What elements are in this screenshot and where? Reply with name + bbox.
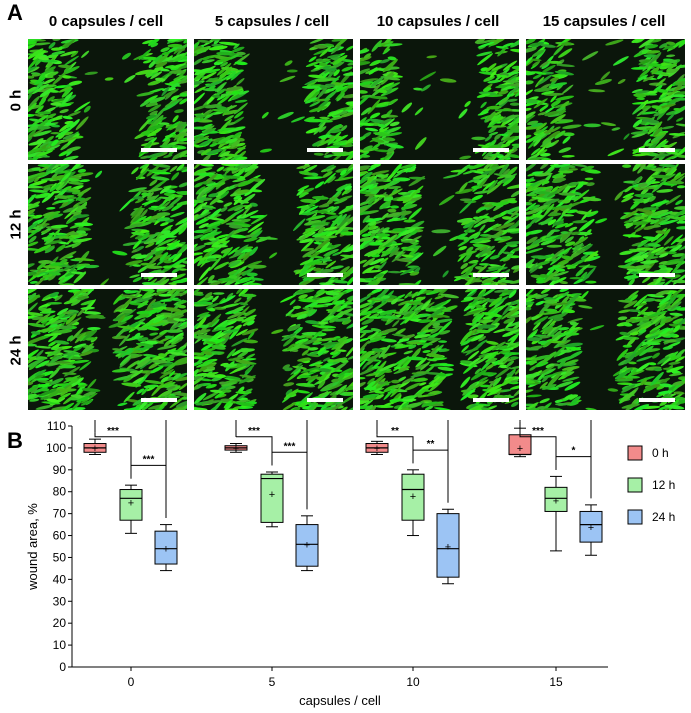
legend-swatch — [627, 509, 643, 525]
x-tick-label: 0 — [128, 675, 135, 689]
scale-bar — [307, 398, 343, 402]
panel-a-label: A — [7, 0, 23, 25]
scale-bar — [307, 148, 343, 152]
micrograph-tile — [360, 39, 519, 160]
mean-marker: + — [233, 443, 239, 455]
row-label-12h: 12 h — [7, 209, 25, 240]
column-title-15: 15 capsules / cell — [542, 13, 666, 30]
mean-marker: + — [269, 489, 275, 501]
legend-label: 0 h — [652, 446, 669, 460]
y-tick-label: 80 — [53, 485, 67, 499]
scale-bar — [639, 398, 675, 402]
micrograph-tile — [194, 39, 353, 160]
scale-bar — [473, 398, 509, 402]
box — [401, 473, 425, 521]
mean-marker: + — [304, 539, 310, 551]
y-tick-label: 70 — [53, 507, 67, 521]
significance-bracket — [235, 436, 273, 466]
mean-marker: + — [163, 544, 169, 556]
significance-bracket — [412, 449, 449, 503]
mean-marker: + — [92, 443, 98, 455]
significance-label: *** — [284, 441, 296, 452]
mean-marker: + — [374, 443, 380, 455]
x-tick-label: 5 — [269, 675, 276, 689]
column-title-0: 0 capsules / cell — [48, 13, 164, 30]
significance-bracket — [555, 456, 592, 499]
box — [154, 530, 178, 565]
significance-label: *** — [107, 426, 119, 437]
scale-bar — [141, 148, 177, 152]
legend-swatch — [627, 477, 643, 493]
y-axis-label: wound area, % — [25, 503, 40, 591]
x-axis-label: capsules / cell — [299, 693, 381, 708]
y-tick-label: 30 — [53, 594, 67, 608]
micrograph-tile — [526, 289, 685, 410]
box — [119, 489, 143, 521]
micrograph-tile — [194, 164, 353, 285]
y-tick-label: 90 — [53, 463, 67, 477]
scale-bar — [141, 273, 177, 277]
scale-bar — [473, 273, 509, 277]
scale-bar — [639, 148, 675, 152]
significance-label: * — [572, 446, 576, 457]
box — [260, 473, 284, 523]
mean-marker: + — [588, 522, 594, 534]
box — [295, 524, 319, 567]
x-tick-label: 10 — [406, 675, 420, 689]
significance-bracket — [94, 432, 132, 479]
micrograph-tile — [28, 39, 187, 160]
y-tick-label: 40 — [53, 572, 67, 586]
micrograph-tile — [194, 289, 353, 410]
mean-marker: + — [128, 498, 134, 510]
y-tick-label: 0 — [59, 660, 66, 674]
box — [544, 486, 568, 512]
micrograph-tile — [28, 289, 187, 410]
box — [579, 510, 603, 543]
panel-b-label: B — [7, 428, 23, 453]
significance-bracket — [519, 421, 557, 470]
scale-bar — [307, 273, 343, 277]
significance-label: *** — [532, 426, 544, 437]
significance-label: ** — [391, 426, 399, 437]
micrograph-tile — [360, 289, 519, 410]
row-label-24h: 24 h — [7, 335, 25, 366]
y-tick-label: 20 — [53, 616, 67, 630]
significance-label: *** — [143, 454, 155, 465]
micrograph-tile — [28, 164, 187, 285]
scale-bar — [639, 273, 675, 277]
legend-swatch — [627, 445, 643, 461]
y-tick-label: 60 — [53, 529, 67, 543]
legend-label: 24 h — [652, 510, 675, 524]
micrograph-tile — [360, 164, 519, 285]
y-tick-label: 50 — [53, 550, 67, 564]
significance-label: *** — [248, 426, 260, 437]
significance-bracket — [271, 451, 308, 510]
mean-marker: + — [410, 491, 416, 503]
mean-marker: + — [553, 495, 559, 507]
box — [436, 513, 460, 578]
mean-marker: + — [445, 542, 451, 554]
y-tick-label: 100 — [46, 441, 66, 455]
micrograph-tile — [526, 164, 685, 285]
scale-bar — [473, 148, 509, 152]
y-tick-label: 110 — [47, 420, 66, 433]
row-label-0h: 0 h — [7, 89, 25, 112]
mean-marker: + — [517, 443, 523, 455]
column-title-10: 10 capsules / cell — [376, 13, 500, 30]
column-title-5: 5 capsules / cell — [214, 13, 330, 30]
legend-label: 12 h — [652, 478, 675, 492]
significance-bracket — [130, 464, 167, 519]
y-tick-label: 10 — [53, 638, 67, 652]
micrograph-tile — [526, 39, 685, 160]
x-tick-label: 15 — [549, 675, 563, 689]
scale-bar — [141, 398, 177, 402]
significance-label: ** — [427, 439, 435, 450]
